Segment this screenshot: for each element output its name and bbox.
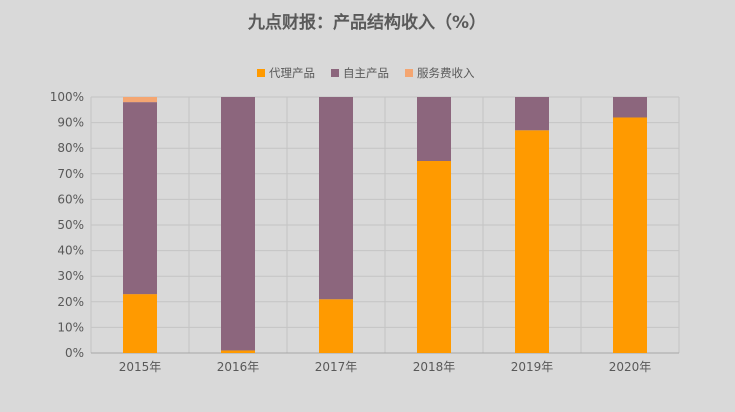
bar-segment [123, 97, 157, 103]
y-tick-label: 70% [57, 167, 84, 181]
bar-segment [515, 97, 549, 131]
bar-segment [417, 97, 451, 161]
legend-label: 代理产品 [269, 66, 315, 80]
legend-swatch [405, 69, 413, 77]
legend-swatch [331, 69, 339, 77]
bar-segment [123, 294, 157, 353]
plot-area: 0% 10% 20% 30% 40% 50% 60% 70% 80% 90% 100% 2015年 20… [50, 90, 680, 374]
bar-segment [123, 102, 157, 295]
y-tick-label: 90% [57, 116, 84, 130]
y-tick-label: 10% [57, 320, 84, 334]
legend-label: 自主产品 [343, 66, 389, 80]
y-tick-label: 100% [50, 90, 84, 104]
bar-segment [221, 350, 255, 353]
y-tick-label: 40% [57, 244, 84, 258]
bar-segment [319, 97, 353, 300]
y-tick-label: 30% [57, 269, 84, 283]
bar-segment [221, 97, 255, 351]
x-tick-label: 2019年 [511, 360, 554, 374]
legend-swatch [257, 69, 265, 77]
x-tick-label: 2020年 [609, 360, 652, 374]
y-tick-label: 60% [57, 192, 84, 206]
x-tick-label: 2016年 [217, 360, 260, 374]
x-tick-label: 2017年 [315, 360, 358, 374]
bar-segment [319, 299, 353, 353]
bar-segment [417, 161, 451, 353]
y-tick-label: 20% [57, 295, 84, 309]
legend: 代理产品 自主产品 服务费收入 [257, 66, 475, 80]
x-tick-label: 2015年 [119, 360, 162, 374]
chart-title: 九点财报：产品结构收入（%） [247, 12, 486, 33]
legend-label: 服务费收入 [417, 66, 475, 80]
y-tick-label: 50% [57, 218, 84, 232]
bar-segment [515, 130, 549, 353]
bar-segment [613, 97, 647, 118]
y-tick-label: 80% [57, 141, 84, 155]
bar-segment [613, 117, 647, 353]
x-tick-label: 2018年 [413, 360, 456, 374]
y-tick-label: 0% [65, 346, 84, 360]
